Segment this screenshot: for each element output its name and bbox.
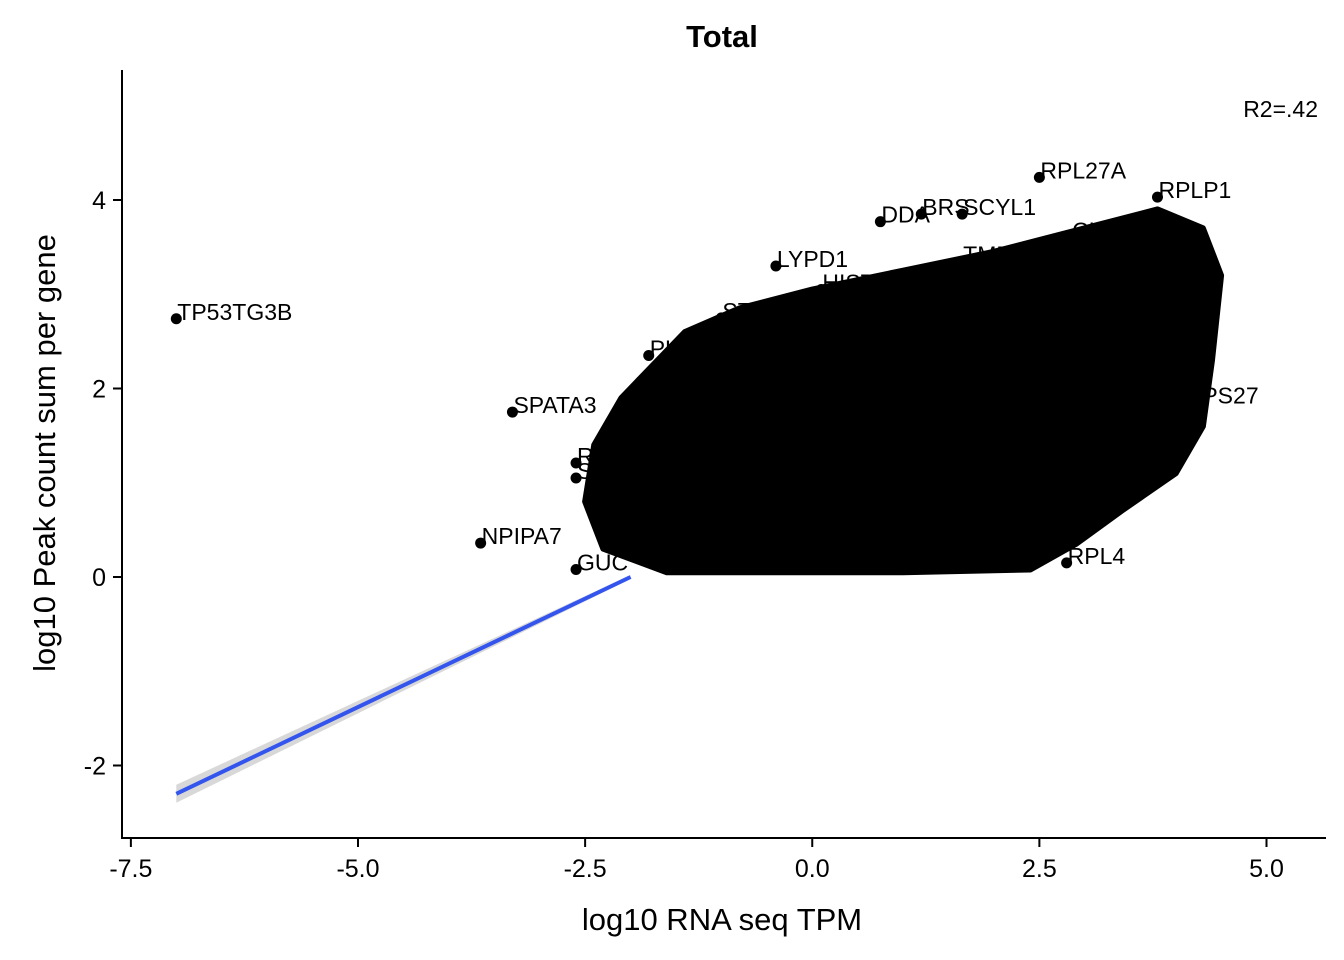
data-point-label: HIST1H	[822, 270, 904, 296]
x-tick-label: 5.0	[1249, 855, 1284, 883]
data-point-label: ST6	[722, 298, 764, 324]
data-point-label: GUC	[577, 549, 628, 575]
data-point-label: SPATA3	[513, 392, 596, 418]
fit-line	[175, 575, 632, 796]
data-point	[643, 350, 655, 362]
data-point	[1151, 191, 1163, 203]
r2-annotation: R2=.42	[1243, 96, 1318, 122]
data-point-label: RPL4	[1068, 543, 1126, 569]
data-point	[170, 313, 182, 325]
data-point-label: RPL27A	[1040, 157, 1126, 183]
data-point-label: TME	[963, 241, 1012, 267]
data-point	[506, 406, 518, 418]
data-point	[1065, 232, 1077, 244]
data-point-label: SCYL1	[963, 194, 1036, 220]
data-point	[570, 457, 582, 469]
data-point-label: CH	[1072, 218, 1105, 244]
data-point	[815, 284, 827, 296]
data-point	[770, 260, 782, 272]
data-point-label: RY	[577, 443, 609, 469]
y-tick-label: 0	[92, 564, 106, 592]
data-point-label: TP53TG3B	[177, 299, 292, 325]
chart-title: Total	[686, 19, 758, 54]
data-point	[915, 208, 927, 220]
y-tick-label: 4	[92, 187, 106, 215]
data-point-label: RPS27	[1186, 383, 1259, 409]
data-point	[956, 208, 968, 220]
x-tick-label: 2.5	[1022, 855, 1057, 883]
data-point-label: PK	[650, 336, 681, 362]
y-tick-label: 2	[92, 376, 106, 404]
x-axis-title: log10 RNA seq TPM	[582, 902, 862, 937]
data-point	[475, 537, 487, 549]
data-point-label: NPIPA7	[482, 523, 562, 549]
x-tick-label: -7.5	[109, 855, 152, 883]
y-tick-label: -2	[84, 753, 106, 781]
data-point	[1179, 397, 1191, 409]
x-tick-label: 0.0	[795, 855, 830, 883]
data-point-label: LYPD1	[777, 246, 848, 272]
axes: -7.5 -5.0 -2.5 0.0 2.5 5.0 -2 0 2 4	[84, 70, 1326, 883]
data-point	[874, 216, 886, 228]
data-point	[956, 255, 968, 267]
x-tick-label: -2.5	[564, 855, 607, 883]
y-axis-title: log10 Peak count sum per gene	[27, 234, 62, 672]
data-point-label: SS	[577, 458, 608, 484]
dense-point-cloud	[582, 206, 1225, 576]
x-tick-label: -5.0	[336, 855, 379, 883]
data-point	[1033, 171, 1045, 183]
data-point	[715, 312, 727, 324]
data-point	[1061, 557, 1073, 569]
data-point	[570, 563, 582, 575]
data-point-label: RPLP1	[1158, 177, 1231, 203]
data-point	[570, 472, 582, 484]
